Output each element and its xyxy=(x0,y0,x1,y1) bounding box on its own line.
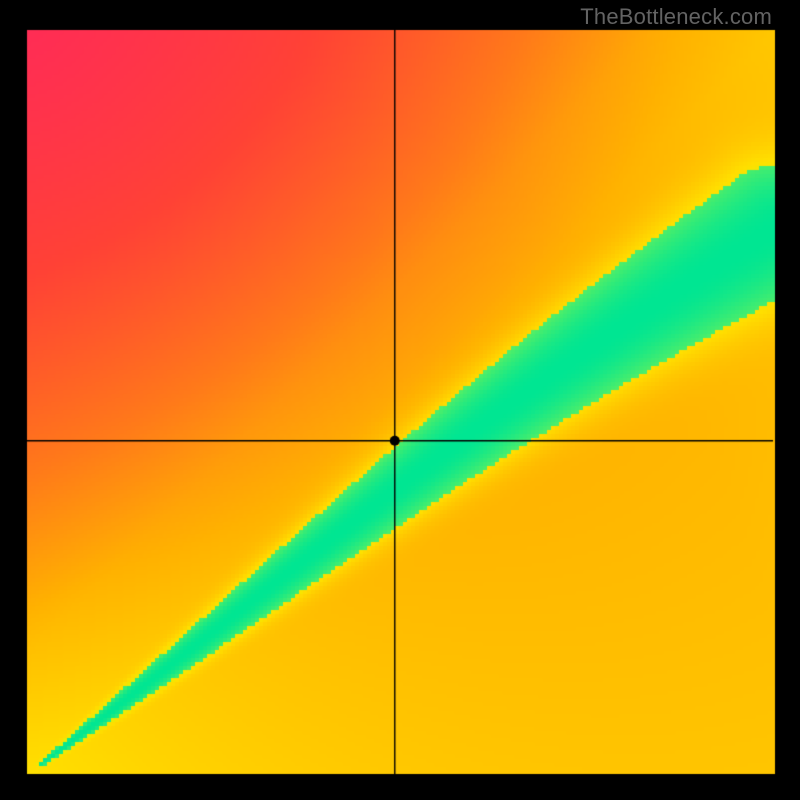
watermark-text: TheBottleneck.com xyxy=(580,4,772,30)
heatmap-chart xyxy=(0,0,800,800)
